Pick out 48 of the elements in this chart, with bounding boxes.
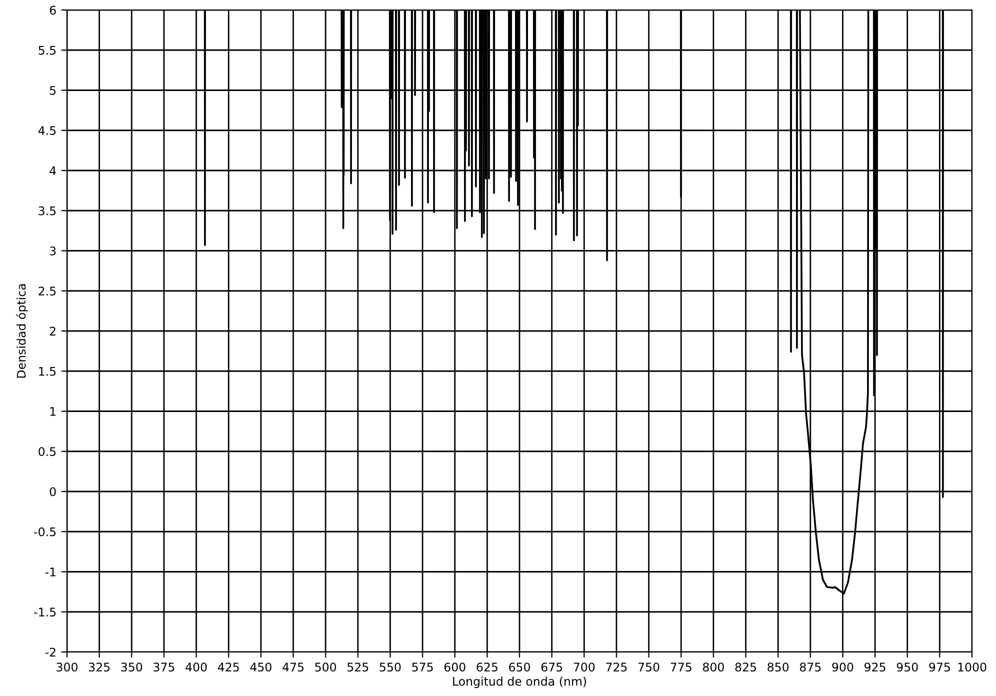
- x-tick-label: 750: [638, 662, 660, 672]
- x-tick-label: 425: [218, 662, 239, 672]
- y-tick-label: -0.5: [34, 527, 56, 536]
- x-tick-label: 825: [735, 662, 756, 672]
- x-tick-label: 525: [348, 662, 368, 672]
- y-tick-label: 5.5: [38, 46, 56, 55]
- y-tick-label: 0.5: [38, 447, 56, 456]
- y-tick-label: 1.5: [39, 367, 56, 376]
- x-tick-label: 575: [412, 662, 433, 672]
- x-tick-label: 350: [121, 662, 142, 672]
- x-tick-label: 675: [541, 662, 562, 672]
- x-tick-label: 500: [315, 662, 336, 672]
- x-tick-label: 300: [56, 662, 78, 672]
- y-tick-label: 6: [50, 6, 56, 15]
- y-tick-label: 5: [50, 86, 56, 95]
- y-tick-label: -1.5: [34, 608, 56, 617]
- x-tick-label: 375: [154, 662, 174, 672]
- x-tick-label: 450: [250, 662, 272, 672]
- x-tick-label: 775: [670, 662, 692, 672]
- x-tick-label: 725: [606, 662, 627, 672]
- x-tick-label: 800: [702, 662, 724, 672]
- y-tick-label: 4.5: [38, 126, 56, 136]
- y-tick-label: 3.5: [38, 206, 56, 216]
- x-axis-title: Longitud de onda (nm): [453, 676, 586, 688]
- y-tick-label: 1: [50, 407, 56, 416]
- x-tick-label: 600: [444, 662, 466, 672]
- x-tick-label: 475: [282, 662, 304, 672]
- y-tick-label: 0: [50, 487, 56, 496]
- y-tick-label: 3: [50, 246, 56, 256]
- x-tick-label: 950: [896, 662, 918, 672]
- x-tick-label: 650: [509, 662, 530, 672]
- y-tick-label: 2: [50, 326, 56, 336]
- x-tick-label: 1000: [958, 662, 986, 672]
- y-tick-label: -1: [45, 568, 56, 576]
- x-tick-label: 875: [800, 662, 821, 672]
- x-tick-label: 325: [88, 662, 110, 672]
- x-tick-label: 975: [929, 662, 950, 672]
- x-tick-label: 400: [186, 662, 207, 672]
- y-tick-label: 4: [50, 166, 56, 175]
- y-axis-title: Densidad óptica: [16, 284, 28, 378]
- x-tick-label: 700: [574, 662, 595, 672]
- y-tick-label: 2.5: [38, 286, 56, 296]
- x-tick-label: 900: [832, 662, 854, 672]
- x-tick-label: 550: [380, 662, 401, 672]
- y-tick-label: -2: [45, 648, 56, 656]
- x-tick-label: 925: [864, 662, 886, 672]
- x-tick-label: 850: [768, 662, 789, 672]
- x-tick-label: 625: [476, 662, 498, 672]
